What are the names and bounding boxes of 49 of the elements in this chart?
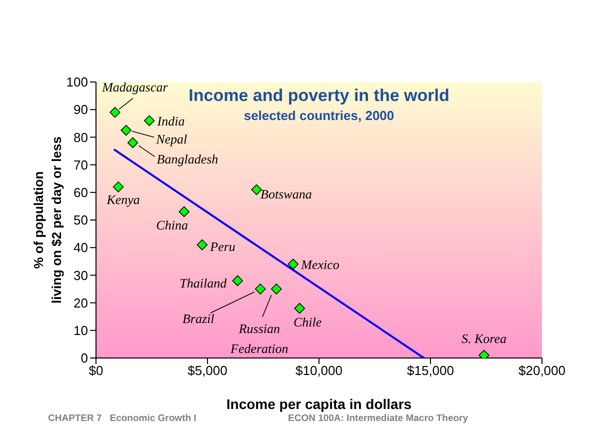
point [232,275,244,286]
y-tick-label: 90 [74,102,88,118]
point [271,284,282,294]
point [127,137,138,148]
annotation: Mexico [300,257,340,272]
point [144,115,155,126]
point [120,124,132,136]
y-tick-label: 20 [74,295,88,310]
x-tick-label: $0 [88,363,104,378]
x-tick-label: $15,000 [407,363,454,378]
text: CHAPTER 7 Economic Growth I [48,413,196,424]
text: ECON 100A: Intermediate Macro Theory [288,413,468,424]
point [110,106,120,118]
point [254,284,266,294]
annotation: Brazil [182,311,215,326]
annotation: Nepal [155,131,188,146]
y-tick-label: 0 [80,350,88,366]
x-tick-label: $5,000 [188,363,228,378]
x-axis-title: Income per capita in dollars [225,396,413,412]
point [288,258,299,270]
point [178,206,190,218]
x-tick-label: $20,000 [518,363,566,378]
point [196,239,208,250]
point [112,181,124,192]
y-tick-label: 80 [74,130,88,145]
annotation: Thailand [180,276,228,291]
chart-title: Income and poverty in the world [188,86,450,105]
point [294,302,305,314]
annotation: Bangladesh [156,152,218,167]
y-tick-label: 70 [74,157,88,172]
annotation: Kenya [106,192,140,207]
y-tick-label: 40 [74,240,88,256]
annotation: India [156,114,186,129]
point [251,184,262,196]
annotation: Peru [209,238,236,254]
y-tick-label: 100 [66,74,88,90]
annotation: Chile [294,314,322,330]
annotation: Botswana [260,186,312,202]
y-tick-label: 50 [74,212,88,228]
x-tick-label: $10,000 [296,363,342,378]
y-tick-label: 60 [74,185,88,200]
annotation: Russian Federation [230,321,288,356]
y-tick-label: 30 [74,268,88,283]
annotation: Madagascar [101,79,169,94]
annotation: S. Korea [462,331,508,346]
annotation: China [156,218,188,233]
text: selected countries, 2000 [244,108,394,123]
y-axis-title: % of population living on $2 per day or less [30,136,65,306]
y-tick-label: 10 [74,323,88,338]
